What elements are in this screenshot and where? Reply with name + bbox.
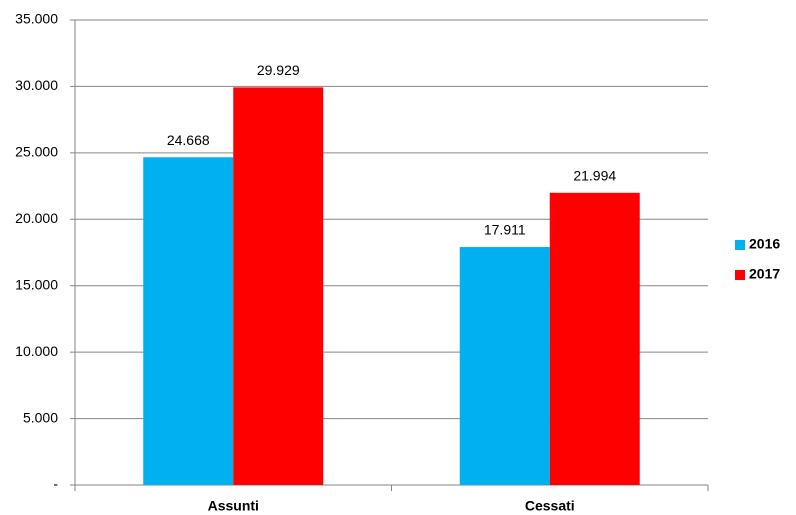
bar xyxy=(233,87,324,485)
legend-swatch xyxy=(735,270,745,280)
bar xyxy=(459,247,550,485)
y-tick-label: 25.000 xyxy=(15,144,58,160)
x-tick-label: Cessati xyxy=(525,498,575,514)
legend-label: 2016 xyxy=(749,236,780,252)
legend-label: 2017 xyxy=(749,266,780,282)
y-tick-label: 15.000 xyxy=(15,276,58,292)
bar xyxy=(143,157,234,485)
legend-swatch xyxy=(735,240,745,250)
y-tick-label: 10.000 xyxy=(15,343,58,359)
y-tick-label: 35.000 xyxy=(15,11,58,27)
y-tick-label: 5.000 xyxy=(23,409,58,425)
x-tick-label: Assunti xyxy=(208,498,259,514)
bar xyxy=(549,192,640,485)
y-tick-label: 20.000 xyxy=(15,210,58,226)
data-label: 17.911 xyxy=(484,222,526,238)
y-tick-label: 30.000 xyxy=(15,77,58,93)
data-label: 21.994 xyxy=(573,167,616,183)
data-label: 24.668 xyxy=(167,132,210,148)
data-label: 29.929 xyxy=(257,62,300,78)
y-tick-label: - xyxy=(53,476,58,492)
